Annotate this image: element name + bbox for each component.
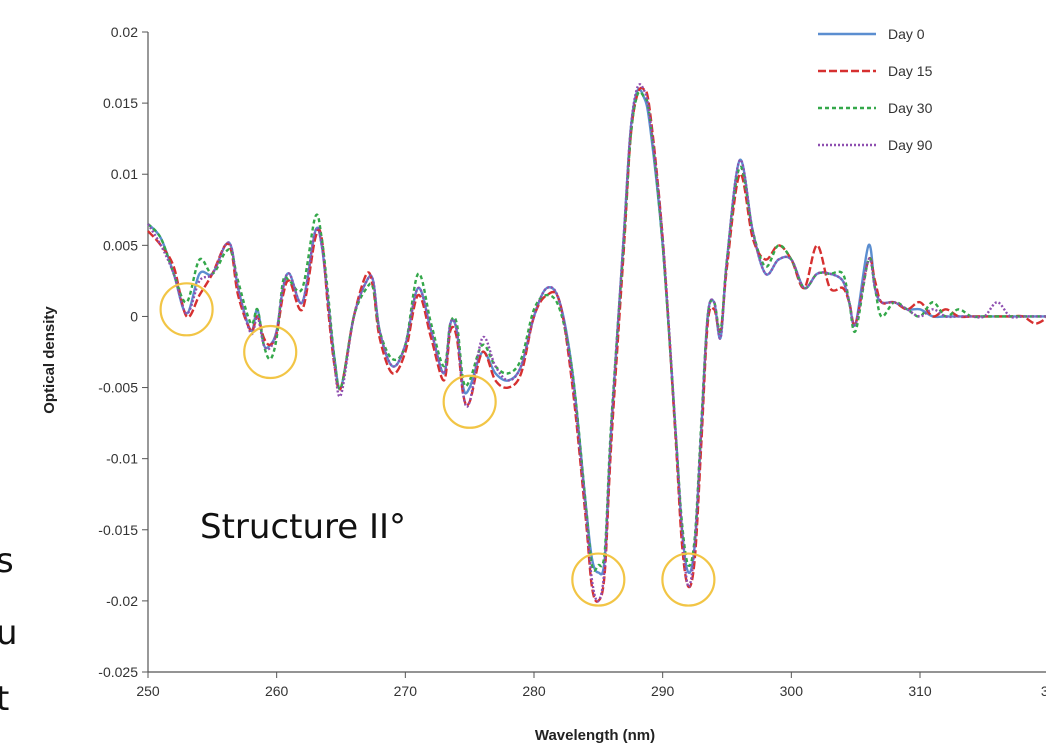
y-tick-label: -0.015 xyxy=(98,522,138,538)
highlight-layer xyxy=(159,282,716,607)
y-tick-label: 0.005 xyxy=(103,237,138,253)
series-line-day-15 xyxy=(147,86,1046,603)
series-layer xyxy=(146,83,1046,603)
left-edge-fragment-3: t xyxy=(0,679,9,719)
y-tick-label: 0.02 xyxy=(111,24,138,40)
highlight-circle xyxy=(159,282,214,337)
series-line-day-30 xyxy=(147,90,1046,572)
left-edge-fragment-2: u xyxy=(0,613,18,653)
y-axis-title: Optical density xyxy=(41,306,58,414)
highlight-circle xyxy=(442,374,497,429)
y-tick-label: -0.025 xyxy=(98,664,138,680)
x-tick-label: 32 xyxy=(1041,683,1046,699)
structure-annotation: Structure II° xyxy=(200,507,406,547)
x-tick-label: 290 xyxy=(651,683,675,699)
legend: Day 0 Day 15 Day 30 Day 90 xyxy=(818,26,933,153)
x-axis-title: Wavelength (nm) xyxy=(535,727,655,744)
x-tick-label: 300 xyxy=(780,683,804,699)
highlight-circle xyxy=(571,552,626,607)
legend-label: Day 90 xyxy=(888,137,933,153)
x-tick-label: 280 xyxy=(522,683,546,699)
legend-label: Day 30 xyxy=(888,100,933,116)
legend-label: Day 0 xyxy=(888,26,925,42)
highlight-circle xyxy=(661,552,716,607)
x-tick-label: 260 xyxy=(265,683,289,699)
y-tick-label: 0.015 xyxy=(103,95,138,111)
axes-layer: 0.02 0.015 0.01 0.005 0 -0.005 -0.01 -0.015 -0.0… xyxy=(98,24,1046,699)
left-edge-fragment-1: s xyxy=(0,541,14,581)
x-tick-label: 250 xyxy=(136,683,160,699)
y-tick-label: -0.005 xyxy=(98,380,138,396)
y-tick-label: 0.01 xyxy=(111,166,138,182)
x-tick-label: 270 xyxy=(394,683,418,699)
y-tick-label: 0 xyxy=(130,308,138,324)
series-line-day-90 xyxy=(146,83,1046,603)
highlight-circle xyxy=(243,324,298,380)
y-tick-label: -0.01 xyxy=(106,451,138,467)
x-tick-label: 310 xyxy=(908,683,932,699)
legend-label: Day 15 xyxy=(888,63,933,79)
y-tick-label: -0.02 xyxy=(106,593,138,609)
